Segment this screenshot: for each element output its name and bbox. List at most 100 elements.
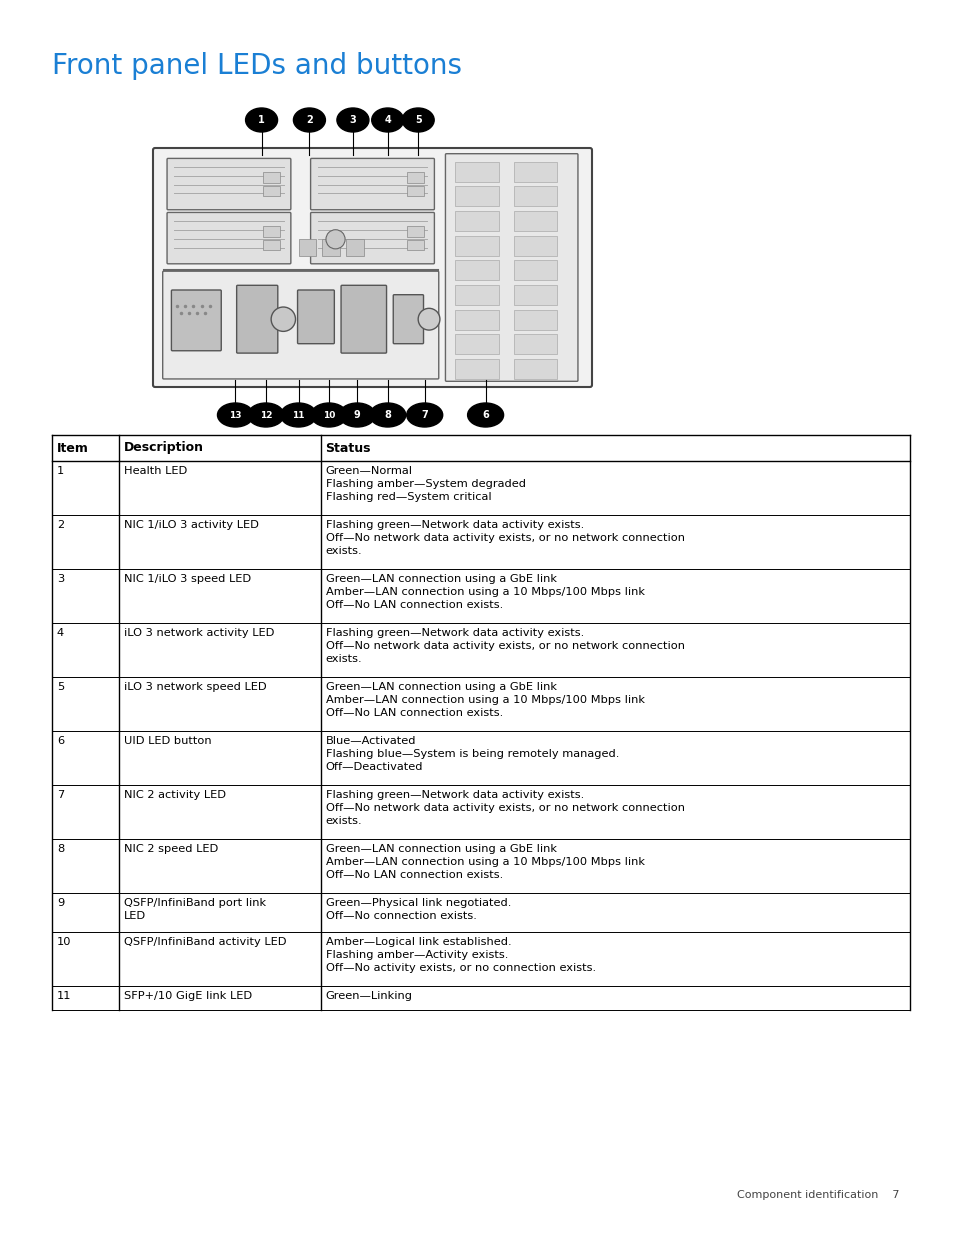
Text: 13: 13 [229, 410, 241, 420]
Text: Green—LAN connection using a GbE link
Amber—LAN connection using a 10 Mbps/100 M: Green—LAN connection using a GbE link Am… [325, 844, 644, 879]
Bar [514, 261, 557, 280]
Bar [455, 335, 498, 354]
Bar [514, 359, 557, 379]
Ellipse shape [311, 403, 347, 427]
Text: 4: 4 [57, 629, 64, 638]
Text: Description: Description [124, 441, 204, 454]
Text: Item: Item [57, 441, 89, 454]
Bar [455, 211, 498, 231]
Bar [455, 162, 498, 182]
Bar [322, 240, 339, 256]
Text: UID LED button: UID LED button [124, 736, 212, 746]
FancyBboxPatch shape [163, 272, 438, 379]
Text: NIC 2 activity LED: NIC 2 activity LED [124, 790, 226, 800]
Text: Blue—Activated
Flashing blue—System is being remotely managed.
Off—Deactivated: Blue—Activated Flashing blue—System is b… [325, 736, 618, 772]
Text: 10: 10 [57, 937, 71, 947]
Bar [514, 310, 557, 330]
Text: 8: 8 [57, 844, 64, 853]
Text: 3: 3 [57, 574, 64, 584]
Bar [455, 186, 498, 206]
Bar [514, 285, 557, 305]
Text: Front panel LEDs and buttons: Front panel LEDs and buttons [52, 52, 461, 80]
Text: 5: 5 [415, 115, 421, 125]
Text: 2: 2 [57, 520, 64, 530]
FancyBboxPatch shape [445, 153, 578, 382]
Text: SFP+/10 GigE link LED: SFP+/10 GigE link LED [124, 990, 252, 1002]
Ellipse shape [406, 403, 442, 427]
Ellipse shape [339, 403, 375, 427]
Bar [406, 240, 423, 251]
Text: NIC 1/iLO 3 activity LED: NIC 1/iLO 3 activity LED [124, 520, 258, 530]
FancyBboxPatch shape [152, 148, 592, 387]
Text: 1: 1 [258, 115, 265, 125]
Bar [514, 162, 557, 182]
Ellipse shape [467, 403, 503, 427]
Bar [406, 185, 423, 196]
Bar [455, 261, 498, 280]
Circle shape [417, 309, 439, 330]
Text: Status: Status [325, 441, 371, 454]
Text: Flashing green—Network data activity exists.
Off—No network data activity exists: Flashing green—Network data activity exi… [325, 790, 684, 826]
Text: 11: 11 [292, 410, 304, 420]
Text: 7: 7 [421, 410, 428, 420]
Text: 1: 1 [57, 466, 64, 475]
FancyBboxPatch shape [297, 290, 334, 343]
Text: 6: 6 [57, 736, 64, 746]
Bar [263, 240, 280, 251]
Text: 10: 10 [322, 410, 335, 420]
Bar [514, 236, 557, 256]
Ellipse shape [402, 107, 434, 132]
Bar [406, 172, 423, 183]
Text: Flashing green—Network data activity exists.
Off—No network data activity exists: Flashing green—Network data activity exi… [325, 629, 684, 663]
Ellipse shape [372, 107, 403, 132]
Bar [455, 359, 498, 379]
FancyBboxPatch shape [167, 212, 291, 264]
Text: 4: 4 [384, 115, 391, 125]
Ellipse shape [280, 403, 316, 427]
Bar [406, 226, 423, 237]
Bar [514, 211, 557, 231]
Ellipse shape [336, 107, 369, 132]
Bar [263, 185, 280, 196]
Bar [263, 172, 280, 183]
Text: Green—Physical link negotiated.
Off—No connection exists.: Green—Physical link negotiated. Off—No c… [325, 898, 511, 921]
Text: Component identification    7: Component identification 7 [737, 1191, 899, 1200]
Text: iLO 3 network speed LED: iLO 3 network speed LED [124, 682, 266, 692]
FancyBboxPatch shape [172, 290, 221, 351]
Text: 7: 7 [57, 790, 64, 800]
Text: 8: 8 [384, 410, 391, 420]
Text: 6: 6 [481, 410, 489, 420]
Circle shape [271, 308, 295, 331]
Text: Green—Linking: Green—Linking [325, 990, 412, 1002]
Bar [455, 285, 498, 305]
FancyBboxPatch shape [393, 295, 423, 343]
Text: iLO 3 network activity LED: iLO 3 network activity LED [124, 629, 274, 638]
Bar [346, 240, 363, 256]
Ellipse shape [217, 403, 253, 427]
Text: QSFP/InfiniBand activity LED: QSFP/InfiniBand activity LED [124, 937, 286, 947]
Text: 11: 11 [57, 990, 71, 1002]
FancyBboxPatch shape [340, 285, 386, 353]
Bar [263, 226, 280, 237]
Text: NIC 2 speed LED: NIC 2 speed LED [124, 844, 218, 853]
Text: 12: 12 [259, 410, 272, 420]
Text: Flashing green—Network data activity exists.
Off—No network data activity exists: Flashing green—Network data activity exi… [325, 520, 684, 556]
FancyBboxPatch shape [311, 158, 434, 210]
Text: 5: 5 [57, 682, 64, 692]
Text: Green—Normal
Flashing amber—System degraded
Flashing red—System critical: Green—Normal Flashing amber—System degra… [325, 466, 525, 501]
Ellipse shape [245, 107, 277, 132]
Text: Green—LAN connection using a GbE link
Amber—LAN connection using a 10 Mbps/100 M: Green—LAN connection using a GbE link Am… [325, 682, 644, 718]
Text: 3: 3 [349, 115, 355, 125]
Text: 9: 9 [57, 898, 64, 908]
Circle shape [326, 230, 345, 249]
Text: Amber—Logical link established.
Flashing amber—Activity exists.
Off—No activity : Amber—Logical link established. Flashing… [325, 937, 595, 973]
Bar [455, 310, 498, 330]
Bar [514, 335, 557, 354]
Text: QSFP/InfiniBand port link
LED: QSFP/InfiniBand port link LED [124, 898, 266, 921]
Bar [514, 186, 557, 206]
Text: 2: 2 [306, 115, 313, 125]
Ellipse shape [248, 403, 284, 427]
Bar [298, 240, 315, 256]
FancyBboxPatch shape [167, 158, 291, 210]
Ellipse shape [294, 107, 325, 132]
